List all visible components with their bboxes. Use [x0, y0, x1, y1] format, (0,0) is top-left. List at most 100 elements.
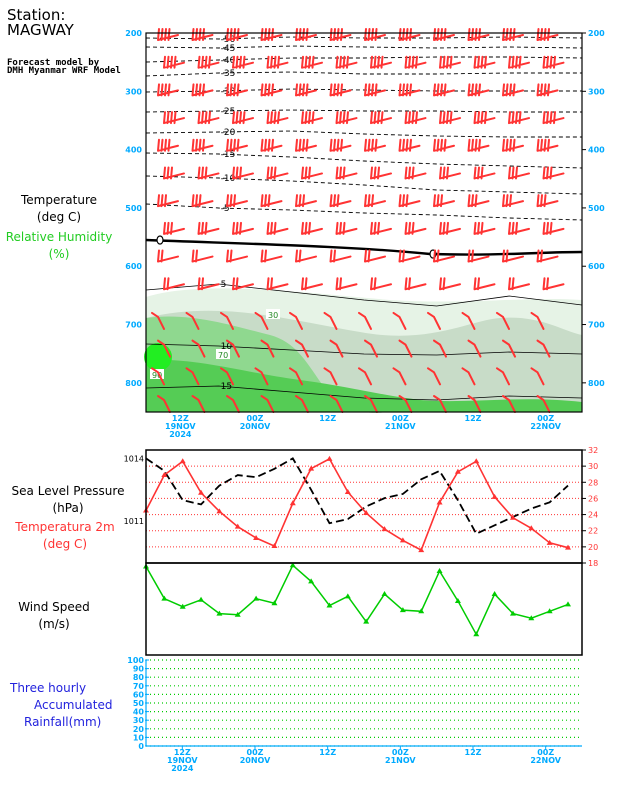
wind-barb [301, 277, 323, 291]
wind-point [253, 595, 260, 601]
temperature-label: Temperature (deg C) [0, 192, 118, 226]
wind-point [473, 631, 480, 637]
wind-point [216, 610, 223, 616]
wind-point [308, 578, 315, 584]
wind-barb [358, 367, 372, 386]
wind-barb [439, 221, 461, 235]
forecast-line1: Forecast model by [7, 58, 100, 68]
temp-contour-label: -45 [221, 44, 236, 54]
temp-contour [145, 175, 583, 195]
zero-isotherm-marker [156, 235, 164, 245]
t2m-point [473, 458, 480, 464]
wind-barb [364, 138, 386, 152]
wind-barb [335, 166, 358, 180]
wind-barb [301, 111, 323, 125]
temp-contour [145, 88, 582, 93]
t2m-point [363, 509, 370, 515]
wind-barb [404, 166, 427, 180]
wind-barb [433, 249, 455, 263]
t2m-point [546, 539, 553, 545]
wind-barb [295, 138, 317, 152]
wind-barb [433, 339, 447, 358]
wind-barb [433, 138, 455, 152]
t2m-point [161, 472, 168, 478]
t2m-point [491, 493, 498, 499]
rain-time-label: 2024 [171, 764, 194, 773]
temp-contour-label: -35 [221, 69, 236, 79]
wind-barb [536, 395, 551, 413]
wind-barb [502, 339, 516, 358]
wind-barb [530, 311, 545, 330]
t2m-point [454, 468, 461, 474]
wind-barbs [151, 28, 565, 413]
slp-title: Sea Level Pressure [11, 484, 125, 498]
wind-barb [370, 277, 392, 291]
wind-point [198, 596, 205, 602]
t2m-point [198, 489, 205, 495]
wind-barb [260, 339, 275, 358]
t2m-point [308, 465, 315, 471]
wind-barb [467, 194, 490, 208]
wind-series-line [145, 564, 569, 636]
temp-contour [145, 343, 583, 356]
wind-barb [508, 221, 530, 235]
wind-barb [461, 367, 476, 386]
t2m-tick-label: 20 [588, 543, 598, 552]
wind-barb [260, 194, 283, 208]
wind-barb [370, 55, 392, 69]
wind-barb [508, 277, 530, 291]
pressure-tick-left: 700 [125, 321, 142, 330]
t2m-point [399, 537, 406, 543]
time-tick-label: 12Z [172, 414, 189, 423]
wind-barb [266, 166, 289, 180]
wind-point [454, 597, 461, 603]
wind-barb [226, 395, 240, 413]
rh-label-box [150, 369, 164, 379]
wind-barb [220, 367, 234, 386]
wind-barb [157, 249, 179, 263]
t2m-point [381, 526, 388, 532]
wind-barb [467, 395, 482, 413]
wind-barb [335, 111, 358, 125]
wind-barb [157, 28, 179, 41]
rain-tick-label: 80 [133, 673, 145, 682]
rh-label-box [266, 309, 280, 319]
rain-tick-label: 70 [133, 682, 145, 691]
wind-barb [226, 83, 248, 97]
temp-contour [145, 71, 582, 77]
wind-barb [542, 111, 565, 125]
wind-barb [260, 249, 283, 263]
wind-barb [191, 28, 214, 41]
rain-tick-label: 10 [133, 733, 145, 742]
wind-barb [364, 339, 378, 358]
t2m-point [179, 458, 186, 464]
wind-title: Wind Speed [18, 600, 90, 614]
rain-time-label: 20NOV [240, 756, 271, 765]
wind-barb [157, 339, 171, 358]
wind-barb [289, 367, 303, 386]
wind-barb [433, 28, 455, 41]
temp-contour-label: -20 [221, 128, 236, 138]
wind-point [179, 603, 186, 609]
temp-contour-label: -15 [221, 150, 236, 160]
t2m-series-line [145, 457, 569, 552]
time-tick-label: 00Z [247, 414, 264, 423]
wind-barb [163, 55, 185, 69]
wind-barb [536, 28, 559, 41]
wind-barb [502, 249, 524, 263]
temp-contour [145, 130, 582, 138]
wind-barb [220, 311, 234, 330]
wind-barb [467, 249, 490, 263]
wind-barb [226, 28, 248, 41]
slp-t2m-frame [145, 449, 583, 564]
wind-barb [398, 395, 413, 413]
time-tick-label: 00Z [537, 414, 554, 423]
forecast-source: Forecast model by DMH Myanmar WRF Model [7, 58, 121, 76]
station-label: Station: [7, 6, 66, 24]
wind-barb [439, 55, 461, 69]
wind-barb [461, 311, 476, 330]
rain-label: Three hourly Accumulated Rainfall(mm) [10, 680, 120, 731]
wind-barb [226, 194, 248, 208]
wind-barb [542, 166, 565, 180]
rain-tick-label: 90 [133, 665, 145, 674]
